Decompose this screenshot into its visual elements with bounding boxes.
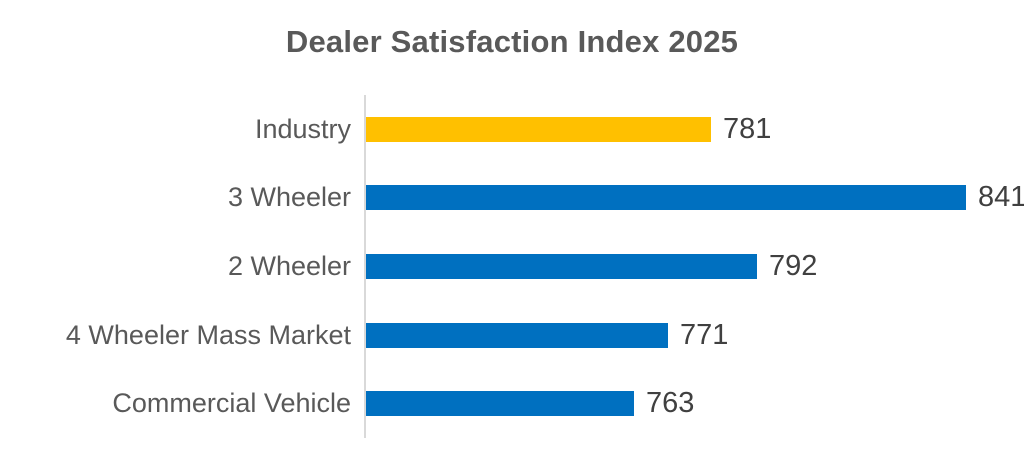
bar bbox=[366, 391, 634, 417]
category-label: 4 Wheeler Mass Market bbox=[65, 319, 351, 350]
value-label: 781 bbox=[723, 112, 772, 145]
category-label: 3 Wheeler bbox=[227, 182, 351, 213]
bar-row: 2 Wheeler 792 bbox=[0, 232, 1024, 301]
bar-area: 792 bbox=[351, 250, 1024, 283]
value-label: 841 bbox=[978, 181, 1024, 214]
chart-title: Dealer Satisfaction Index 2025 bbox=[285, 24, 739, 59]
bar bbox=[366, 322, 668, 348]
bar-row: Industry 781 bbox=[0, 95, 1024, 164]
bar-row: Commercial Vehicle 763 bbox=[0, 369, 1024, 438]
bar-row: 4 Wheeler Mass Market 771 bbox=[0, 301, 1024, 370]
bar bbox=[366, 253, 757, 279]
category-label: 2 Wheeler bbox=[227, 250, 351, 281]
value-label: 792 bbox=[769, 249, 818, 282]
bar-area: 841 bbox=[351, 181, 1024, 214]
bar-row: 3 Wheeler 841 bbox=[0, 164, 1024, 233]
value-label: 763 bbox=[646, 387, 695, 420]
bar-rows: Industry 781 3 Wheeler 841 2 Wheeler 792… bbox=[0, 95, 1024, 438]
bar-area: 771 bbox=[351, 319, 1024, 352]
y-axis-line bbox=[364, 95, 366, 438]
category-label: Industry bbox=[254, 113, 351, 144]
value-label: 771 bbox=[680, 318, 729, 351]
plot-area: Industry 781 3 Wheeler 841 2 Wheeler 792… bbox=[0, 95, 1024, 438]
bar bbox=[366, 185, 966, 211]
bar-area: 781 bbox=[351, 113, 1024, 146]
category-label: Commercial Vehicle bbox=[112, 388, 351, 419]
bar bbox=[366, 116, 711, 142]
bar-area: 763 bbox=[351, 387, 1024, 420]
